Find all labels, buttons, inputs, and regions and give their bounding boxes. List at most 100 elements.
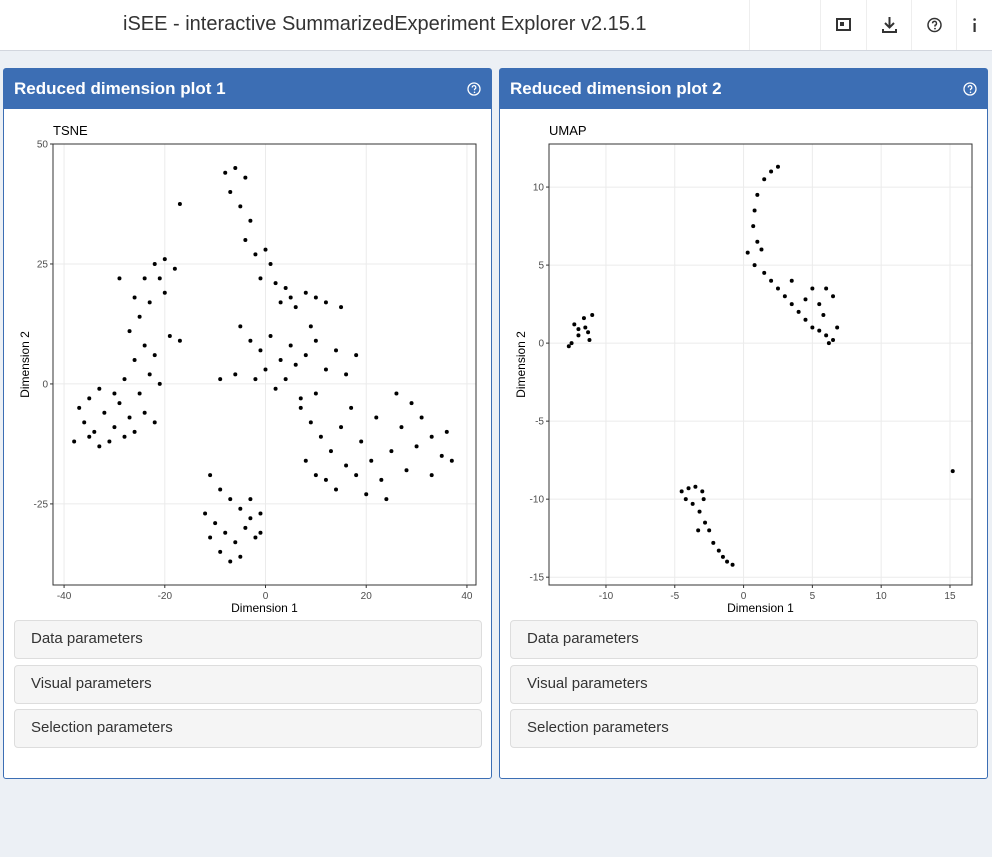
point	[233, 165, 238, 170]
point	[177, 338, 182, 343]
point	[803, 297, 808, 302]
point	[238, 324, 243, 329]
point	[769, 169, 774, 174]
point	[298, 405, 303, 410]
point	[238, 506, 243, 511]
info-button[interactable]	[956, 0, 992, 50]
point	[586, 330, 591, 335]
point	[755, 192, 760, 197]
help-button[interactable]	[911, 0, 957, 50]
point	[701, 497, 706, 502]
point	[142, 276, 147, 281]
panel-header: Reduced dimension plot 1	[4, 69, 491, 109]
point	[248, 218, 253, 223]
section-title: Data parameters	[527, 630, 639, 647]
point	[703, 520, 708, 525]
point	[821, 313, 826, 318]
point	[278, 357, 283, 362]
point	[298, 396, 303, 401]
point	[686, 486, 691, 491]
y-tick-label: 25	[37, 259, 49, 270]
point	[132, 295, 137, 300]
point	[409, 401, 414, 406]
point	[817, 328, 822, 333]
icon	[836, 18, 851, 31]
point	[752, 208, 757, 213]
point	[147, 372, 152, 377]
point	[122, 377, 127, 382]
point	[213, 521, 218, 526]
panel-title: Reduced dimension plot 2	[510, 79, 722, 98]
point	[439, 453, 444, 458]
point	[384, 497, 389, 502]
point	[223, 170, 228, 175]
download-button[interactable]	[866, 0, 912, 50]
point	[288, 295, 293, 300]
collapsible-section[interactable]: Visual parameters	[14, 664, 482, 704]
point	[147, 300, 152, 305]
plot-border	[52, 143, 477, 586]
help-icon[interactable]	[467, 82, 481, 96]
icon	[927, 17, 942, 33]
point	[112, 425, 117, 430]
x-tick-label: 20	[361, 591, 373, 602]
point	[233, 540, 238, 545]
collapsible-section[interactable]: Data parameters	[14, 620, 482, 659]
point	[303, 458, 308, 463]
export-button[interactable]	[820, 0, 866, 50]
collapsible-section[interactable]: Selection parameters	[510, 709, 978, 748]
point	[796, 309, 801, 314]
point	[253, 377, 258, 382]
point	[782, 294, 787, 299]
point	[122, 434, 127, 439]
point	[228, 559, 233, 564]
x-tick-label: 0	[263, 591, 269, 602]
point	[218, 377, 223, 382]
plot-title: UMAP	[549, 123, 587, 138]
point	[344, 463, 349, 468]
point	[77, 405, 82, 410]
point	[697, 509, 702, 514]
point	[263, 247, 268, 252]
y-tick-label: 0	[538, 339, 544, 350]
plot-background	[53, 144, 476, 585]
point	[587, 338, 592, 342]
panel-header: Reduced dimension plot 2	[500, 69, 987, 109]
point	[716, 548, 721, 553]
point	[273, 386, 278, 391]
x-tick-label: 15	[944, 591, 956, 602]
point	[228, 189, 233, 194]
y-tick-label: -5	[535, 417, 544, 428]
point	[92, 429, 97, 434]
panel: Reduced dimension plot 1 -40 -20 0 20 40 -25 0…	[3, 68, 492, 779]
point	[142, 343, 147, 348]
point	[258, 511, 263, 516]
point	[711, 540, 716, 545]
point	[824, 286, 829, 291]
point	[127, 329, 132, 334]
collapsible-section[interactable]: Data parameters	[510, 620, 978, 659]
collapsible-section[interactable]: Visual parameters	[510, 664, 978, 704]
point	[399, 425, 404, 430]
point	[162, 290, 167, 295]
point	[228, 497, 233, 502]
point	[293, 305, 298, 310]
point	[696, 528, 701, 533]
point	[755, 239, 760, 244]
point	[218, 549, 223, 554]
point	[583, 325, 588, 330]
x-tick-label: -10	[599, 591, 614, 602]
point	[313, 391, 318, 396]
point	[152, 353, 157, 358]
point	[824, 333, 829, 338]
point	[344, 372, 349, 377]
point	[117, 401, 122, 406]
y-axis-label: Dimension 2	[18, 331, 32, 398]
help-icon[interactable]	[963, 82, 977, 96]
point	[253, 252, 258, 257]
point	[308, 324, 313, 329]
section-title: Data parameters	[31, 630, 143, 647]
section-title: Visual parameters	[527, 674, 648, 692]
collapsible-section[interactable]: Selection parameters	[14, 709, 482, 748]
point	[323, 300, 328, 305]
